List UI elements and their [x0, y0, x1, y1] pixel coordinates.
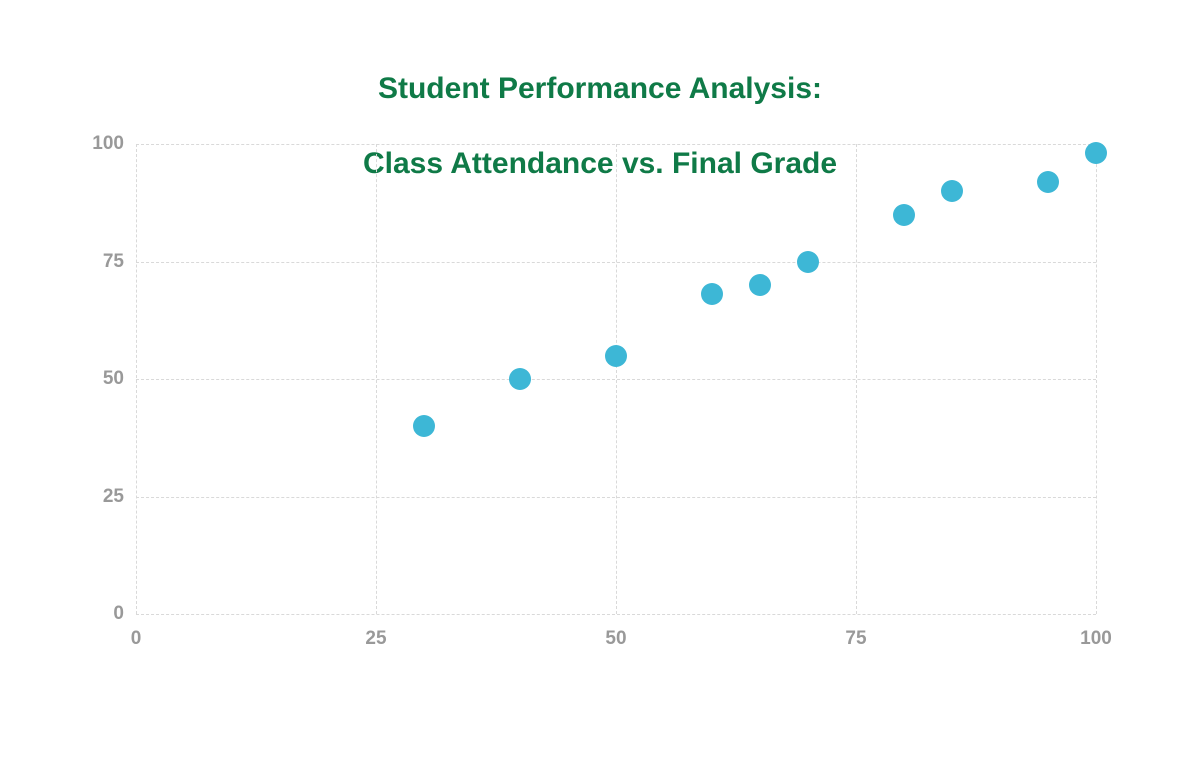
y-axis-tick-label: 25: [64, 486, 124, 508]
data-point: [605, 345, 627, 367]
data-point: [509, 368, 531, 390]
chart-title-line1: Student Performance Analysis:: [378, 72, 822, 105]
data-point: [1037, 171, 1059, 193]
x-axis-tick-label: 75: [816, 628, 896, 650]
scatter-chart: Student Performance Analysis: Class Atte…: [0, 0, 1200, 771]
gridline-vertical: [136, 144, 137, 614]
data-point: [893, 204, 915, 226]
data-point: [1085, 142, 1107, 164]
x-axis-tick-label: 50: [576, 628, 656, 650]
x-axis-tick-label: 25: [336, 628, 416, 650]
gridline-vertical: [616, 144, 617, 614]
x-axis-tick-label: 100: [1056, 628, 1136, 650]
data-point: [413, 415, 435, 437]
gridline-vertical: [1096, 144, 1097, 614]
y-axis-tick-label: 100: [64, 133, 124, 155]
y-axis-tick-label: 75: [64, 251, 124, 273]
data-point: [749, 274, 771, 296]
gridline-vertical: [856, 144, 857, 614]
gridline-vertical: [376, 144, 377, 614]
gridline-horizontal: [136, 614, 1096, 615]
y-axis-tick-label: 0: [64, 603, 124, 625]
plot-area: 02550751000255075100: [136, 144, 1096, 614]
x-axis-tick-label: 0: [96, 628, 176, 650]
y-axis-tick-label: 50: [64, 368, 124, 390]
data-point: [797, 251, 819, 273]
data-point: [941, 180, 963, 202]
data-point: [701, 283, 723, 305]
